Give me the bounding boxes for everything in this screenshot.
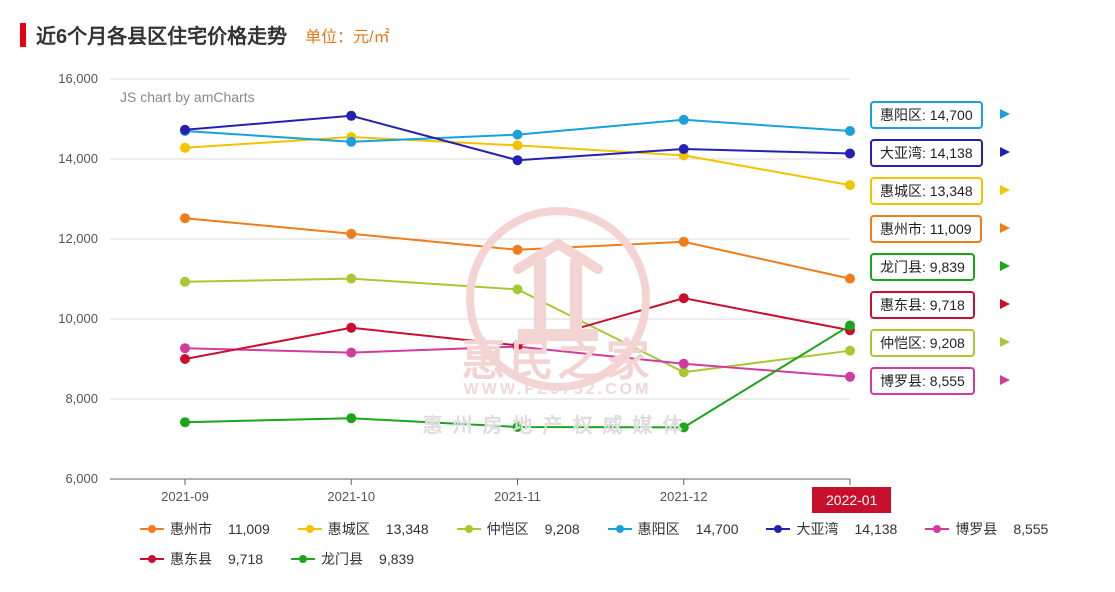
chart-legend: 惠州市 11,009 惠城区 13,348 仲恺区 9,208 惠阳区 14,700 大亚湾 14…: [140, 519, 1075, 569]
series-end-label: 博罗县: 8,555: [870, 367, 975, 395]
end-label-arrow-icon: [1000, 185, 1010, 195]
x-axis-highlight-badge: 2022-01: [812, 487, 891, 513]
svg-text:16,000: 16,000: [58, 71, 98, 86]
legend-item[interactable]: 仲恺区 9,208: [457, 519, 580, 539]
legend-series-name: 惠州市: [170, 519, 212, 539]
svg-text:2021-12: 2021-12: [660, 489, 708, 504]
svg-text:12,000: 12,000: [58, 231, 98, 246]
end-label-arrow-icon: [1000, 375, 1010, 385]
legend-swatch-icon: [140, 528, 164, 530]
legend-series-value: 14,700: [696, 521, 739, 537]
legend-series-value: 13,348: [386, 521, 429, 537]
legend-series-name: 博罗县: [955, 519, 997, 539]
svg-text:10,000: 10,000: [58, 311, 98, 326]
legend-series-value: 14,138: [854, 521, 897, 537]
svg-text:2021-09: 2021-09: [161, 489, 209, 504]
legend-series-name: 龙门县: [321, 549, 363, 569]
end-label-arrow-icon: [1000, 337, 1010, 347]
header-accent-bar: [20, 23, 26, 47]
legend-item[interactable]: 惠东县 9,718: [140, 549, 263, 569]
legend-swatch-icon: [766, 528, 790, 530]
legend-item[interactable]: 惠州市 11,009: [140, 519, 270, 539]
legend-series-value: 9,839: [379, 551, 414, 567]
svg-text:6,000: 6,000: [65, 471, 98, 486]
end-label-arrow-icon: [1000, 299, 1010, 309]
series-end-label: 惠东县: 9,718: [870, 291, 975, 319]
svg-text:2021-10: 2021-10: [327, 489, 375, 504]
end-label-arrow-icon: [1000, 109, 1010, 119]
legend-swatch-icon: [298, 528, 322, 530]
series-end-label: 惠州市: 11,009: [870, 215, 982, 243]
line-chart-svg: 6,000 8,000 10,000 12,000 14,000 16,000 2021-0…: [20, 69, 1095, 509]
legend-item[interactable]: 大亚湾 14,138: [766, 519, 897, 539]
unit-prefix: 单位：: [305, 29, 353, 46]
svg-text:2021-11: 2021-11: [494, 489, 541, 504]
series-end-label: 大亚湾: 14,138: [870, 139, 983, 167]
legend-item[interactable]: 惠阳区 14,700: [608, 519, 739, 539]
legend-series-value: 9,718: [228, 551, 263, 567]
legend-series-value: 11,009: [228, 521, 270, 537]
chart-attribution: JS chart by amCharts: [120, 89, 255, 105]
series-end-label: 惠城区: 13,348: [870, 177, 983, 205]
chart-unit: 单位：元/㎡: [305, 23, 389, 47]
series-end-label: 龙门县: 9,839: [870, 253, 975, 281]
end-label-arrow-icon: [1000, 223, 1010, 233]
legend-series-value: 9,208: [545, 521, 580, 537]
chart-header: 近6个月各县区住宅价格走势 单位：元/㎡: [20, 20, 1095, 49]
legend-series-name: 惠阳区: [638, 519, 680, 539]
series-end-label: 惠阳区: 14,700: [870, 101, 983, 129]
legend-item[interactable]: 博罗县 8,555: [925, 519, 1048, 539]
legend-item[interactable]: 龙门县 9,839: [291, 549, 414, 569]
legend-series-name: 大亚湾: [796, 519, 838, 539]
legend-swatch-icon: [925, 528, 949, 530]
unit-value: 元/㎡: [353, 29, 389, 46]
legend-item[interactable]: 惠城区 13,348: [298, 519, 429, 539]
legend-series-name: 惠东县: [170, 549, 212, 569]
svg-text:14,000: 14,000: [58, 151, 98, 166]
legend-series-value: 8,555: [1013, 521, 1048, 537]
chart-area: 惠民之家 WWW.FZ0752.COM 惠州房地产权威媒体 JS chart b…: [20, 69, 1095, 569]
end-label-arrow-icon: [1000, 147, 1010, 157]
legend-series-name: 仲恺区: [487, 519, 529, 539]
legend-series-name: 惠城区: [328, 519, 370, 539]
legend-swatch-icon: [457, 528, 481, 530]
chart-title: 近6个月各县区住宅价格走势: [36, 20, 287, 49]
series-end-label: 仲恺区: 9,208: [870, 329, 975, 357]
end-label-arrow-icon: [1000, 261, 1010, 271]
legend-swatch-icon: [608, 528, 632, 530]
svg-text:8,000: 8,000: [65, 391, 98, 406]
legend-swatch-icon: [140, 558, 164, 560]
legend-swatch-icon: [291, 558, 315, 560]
